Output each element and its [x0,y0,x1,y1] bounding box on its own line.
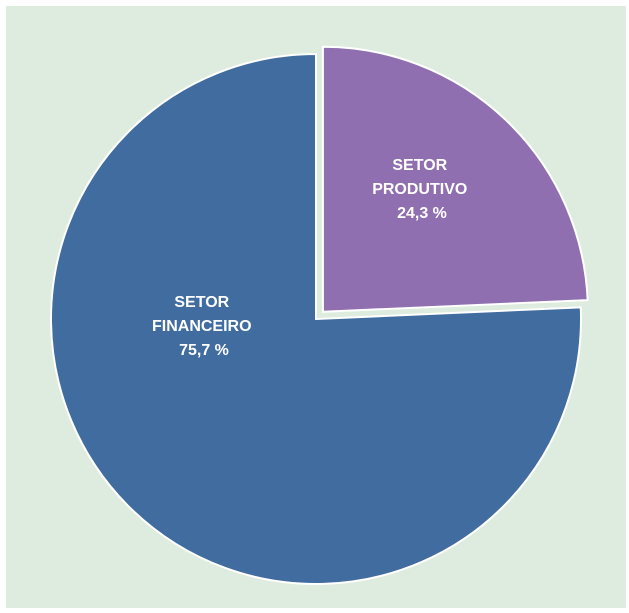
label-setor-produtivo-line2: PRODUTIVO [372,181,467,198]
slice-setor-produtivo [321,45,589,313]
label-setor-produtivo-value: 24,3 % [397,205,447,222]
label-setor-financeiro-value: 75,7 % [179,342,229,359]
label-setor-financeiro-line1: SETOR [174,294,229,311]
label-setor-financeiro-line2: FINANCEIRO [152,318,252,335]
slice-setor-financeiro [50,52,582,585]
label-setor-financeiro: SETOR FINANCEIRO 75,7 % [152,294,256,359]
label-setor-produtivo-line1: SETOR [392,157,447,174]
label-setor-produtivo: SETOR PRODUTIVO 24,3 % [372,157,472,222]
